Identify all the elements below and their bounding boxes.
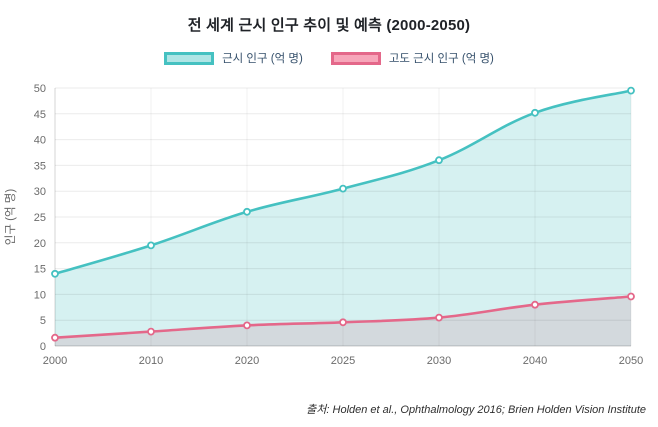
x-tick-label: 2000 — [43, 355, 67, 367]
x-tick-label: 2025 — [331, 355, 355, 367]
series-1-area — [55, 296, 631, 346]
x-tick-label: 2040 — [523, 355, 547, 367]
series-1-point[interactable] — [435, 313, 443, 322]
y-tick-label: 25 — [34, 212, 46, 224]
y-tick-label: 40 — [34, 135, 46, 147]
y-tick-label: 10 — [34, 289, 46, 301]
x-tick-label: 2050 — [619, 355, 643, 367]
y-tick-label: 30 — [34, 186, 46, 198]
legend-item-myopia[interactable]: 근시 인구 (억 명) — [164, 50, 303, 66]
series-0-point[interactable] — [435, 156, 443, 165]
series-1-point[interactable] — [243, 321, 251, 330]
x-tick-label: 2020 — [235, 355, 259, 367]
series-0-point[interactable] — [339, 184, 347, 193]
y-tick-label: 45 — [34, 109, 46, 121]
series-1-point[interactable] — [147, 327, 155, 336]
y-tick-label: 0 — [40, 341, 46, 353]
chart-legend: 근시 인구 (억 명) 고도 근시 인구 (억 명) — [0, 50, 658, 66]
y-axis-title: 인구 (억 명) — [4, 189, 17, 246]
series-1-point[interactable] — [51, 333, 59, 342]
legend-label-myopia: 근시 인구 (억 명) — [222, 53, 303, 65]
series-0-point[interactable] — [243, 207, 251, 216]
chart-title: 전 세계 근시 인구 추이 및 예측 (2000-2050) — [187, 17, 471, 34]
x-tick-label: 2010 — [139, 355, 163, 367]
y-tick-label: 15 — [34, 264, 46, 276]
source-citation: 출처: Holden et al., Ophthalmology 2016; B… — [306, 404, 646, 416]
series-1-point[interactable] — [627, 292, 635, 301]
y-tick-label: 50 — [34, 83, 46, 95]
y-tick-label: 20 — [34, 238, 46, 250]
series-0-point[interactable] — [531, 108, 539, 117]
series-1-point[interactable] — [531, 300, 539, 309]
series-0-point[interactable] — [51, 269, 59, 278]
series-0-point[interactable] — [627, 86, 635, 95]
y-tick-label: 5 — [40, 315, 46, 327]
chart-area: 0 5 10 15 20 25 30 35 40 45 50 2000 2010 2020 2025 2030… — [0, 68, 658, 373]
legend-label-high-myopia: 고도 근시 인구 (억 명) — [388, 53, 494, 65]
x-tick-label: 2030 — [427, 355, 451, 367]
legend-item-high-myopia[interactable]: 고도 근시 인구 (억 명) — [330, 50, 494, 66]
series-0-area — [55, 90, 631, 346]
legend-swatch-high-myopia — [330, 51, 381, 65]
series-0-point[interactable] — [147, 241, 155, 250]
y-tick-label: 35 — [34, 160, 46, 172]
series-1-point[interactable] — [339, 318, 347, 327]
legend-swatch-myopia — [164, 51, 215, 65]
